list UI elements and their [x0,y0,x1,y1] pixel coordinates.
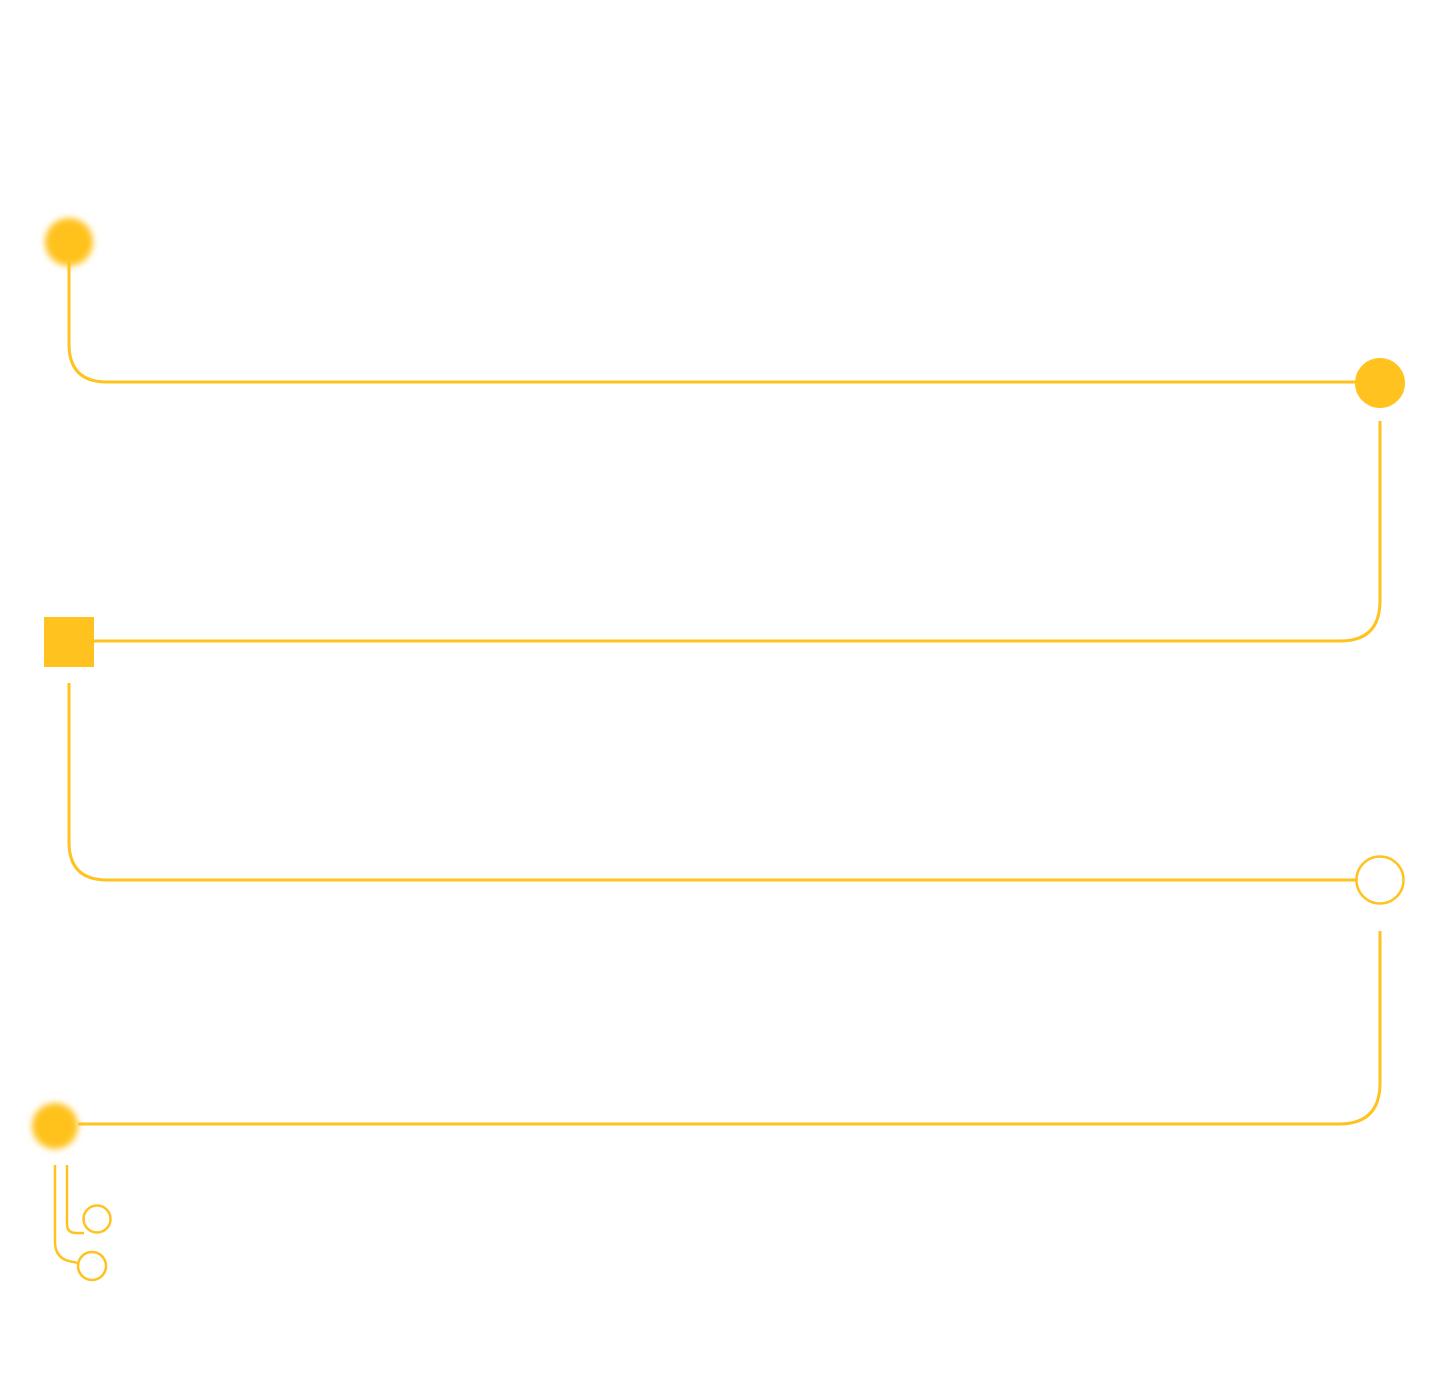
glow-dot-node-5 [32,1103,78,1149]
branch-line-1 [65,1165,84,1235]
branch-line-2 [53,1165,78,1265]
hollow-circle-node-4 [1355,855,1405,905]
connector-node4-node5 [78,931,1382,1126]
connector-node3-node4 [67,683,1356,882]
connector-node2-node3 [94,421,1382,643]
connector-node1-node2 [67,262,1360,384]
small-hollow-circle-branch-1 [82,1204,112,1234]
small-hollow-circle-branch-2 [76,1250,108,1282]
filled-circle-node-2 [1355,358,1405,408]
glow-dot-node-1 [45,218,93,266]
filled-square-node-3 [44,617,94,667]
